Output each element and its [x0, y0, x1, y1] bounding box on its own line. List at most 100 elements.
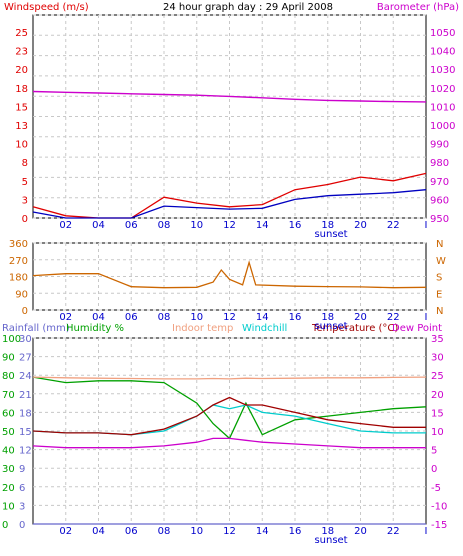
wind-panel-x-tick: 12	[223, 220, 236, 231]
humidity-label: Humidity %	[66, 323, 124, 334]
direction-y-tick: 0	[22, 306, 28, 317]
wind-panel-x-tick: 22	[387, 220, 400, 231]
rainfall-label: Rainfall (mm)	[2, 323, 70, 334]
wind-y-tick: 5	[22, 177, 28, 188]
compass-tick: E	[436, 289, 442, 300]
rain-y-tick: 15	[19, 427, 32, 438]
direction-panel-x-tick: 08	[158, 312, 171, 323]
temp-panel-x-tick: 22	[387, 526, 400, 537]
wind-panel-sunset-label: sunset	[314, 229, 347, 240]
direction-panel-x-tick: 10	[190, 312, 203, 323]
direction-y-tick: 90	[15, 289, 28, 300]
baro-y-tick: 1010	[430, 102, 455, 113]
temp-panel-x-tick: 20	[354, 526, 367, 537]
baro-y-tick: 1040	[430, 47, 455, 58]
series-dewpoint	[32, 437, 426, 449]
temp-panel-x-tick: 18	[321, 526, 334, 537]
wind-y-tick: 25	[15, 28, 28, 39]
baro-y-tick: 1000	[430, 121, 455, 132]
direction-panel-x-tick: I	[425, 312, 428, 323]
wind-y-tick: 13	[15, 121, 28, 132]
baro-y-tick: 1030	[430, 65, 455, 76]
temp-panel-x-tick: 02	[59, 526, 72, 537]
compass-tick: W	[436, 256, 446, 267]
baro-y-tick: 1050	[430, 28, 455, 39]
rain-y-tick: 27	[19, 353, 32, 364]
direction-panel-x-tick: 14	[256, 312, 269, 323]
humidity-y-tick: 40	[2, 446, 15, 457]
direction-panel-x-tick: 04	[92, 312, 105, 323]
baro-y-tick: 990	[430, 140, 449, 151]
wind-panel-x-tick: 04	[92, 220, 105, 231]
baro-y-tick: 980	[430, 158, 449, 169]
wind-panel-x-tick: 06	[125, 220, 138, 231]
temp-panel-x-tick: 16	[289, 526, 302, 537]
series-direction	[32, 260, 427, 289]
wind-y-tick: 23	[15, 47, 28, 58]
indoor-temp-label: Indoor temp	[172, 323, 233, 334]
series-barometer	[32, 90, 427, 103]
direction-panel-x-tick: 22	[387, 312, 400, 323]
temp-y-tick-right: 20	[431, 390, 444, 401]
wind-y-tick: 3	[22, 195, 28, 206]
baro-y-tick: 950	[430, 214, 449, 225]
wind-y-tick: 8	[22, 158, 28, 169]
wind-panel-x-tick: 08	[158, 220, 171, 231]
humidity-y-tick: 50	[2, 427, 15, 438]
wind-y-tick: 10	[15, 140, 28, 151]
graph-title: 24 hour graph day : 29 April 2008	[163, 2, 333, 13]
temp-panel-x-tick: 06	[125, 526, 138, 537]
temp-panel-x-tick: 14	[256, 526, 269, 537]
temp-panel-x-tick: I	[425, 526, 428, 537]
temp-y-tick-right: -15	[431, 520, 447, 531]
direction-panel-x-tick: 06	[125, 312, 138, 323]
temp-y-tick-right: 15	[431, 408, 444, 419]
wind-y-tick: 20	[15, 65, 28, 76]
rain-y-tick: 3	[19, 501, 25, 512]
series-indoor	[32, 376, 427, 380]
wind-panel-x-tick: 20	[354, 220, 367, 231]
direction-panel-x-tick: 16	[289, 312, 302, 323]
wind-y-tick: 15	[15, 102, 28, 113]
compass-tick: N	[436, 239, 443, 250]
windspeed-axis-label: Windspeed (m/s)	[4, 2, 89, 13]
temp-y-tick-right: -5	[431, 483, 441, 494]
wind-panel-x-tick: 16	[289, 220, 302, 231]
temp-y-tick-right: 35	[431, 334, 444, 345]
direction-panel-x-tick: 20	[354, 312, 367, 323]
temp-y-tick-right: 25	[431, 371, 444, 382]
direction-panel-sunset-label: sunset	[314, 321, 347, 332]
temp-y-tick-right: 10	[431, 427, 444, 438]
humidity-y-tick: 30	[2, 464, 15, 475]
temp-panel-x-tick: 04	[92, 526, 105, 537]
series-temperature	[32, 396, 426, 436]
humidity-y-tick: 100	[2, 334, 21, 345]
humidity-y-tick: 80	[2, 371, 15, 382]
humidity-y-tick: 60	[2, 408, 15, 419]
rain-y-tick: 18	[19, 408, 32, 419]
humidity-y-tick: 70	[2, 390, 15, 401]
humidity-y-tick: 20	[2, 483, 15, 494]
temp-panel-x-tick: 10	[190, 526, 203, 537]
wind-panel-x-tick: 02	[59, 220, 72, 231]
temperature-label: Temperature (°C)	[311, 323, 398, 334]
wind-panel-x-tick: 18	[321, 220, 334, 231]
baro-y-tick: 960	[430, 195, 449, 206]
wind-y-tick: 0	[22, 214, 28, 225]
barometer-axis-label: Barometer (hPa)	[377, 2, 459, 13]
temp-panel-sunset-label: sunset	[314, 535, 347, 546]
temp-panel-x-tick: 12	[223, 526, 236, 537]
direction-y-tick: 360	[9, 239, 28, 250]
temp-y-tick-right: 0	[431, 464, 437, 475]
rain-y-tick: 21	[19, 390, 32, 401]
baro-y-tick: 1020	[430, 84, 455, 95]
direction-y-tick: 180	[9, 273, 28, 284]
compass-tick: N	[436, 306, 443, 317]
temp-y-tick-right: 5	[431, 446, 437, 457]
humidity-y-tick: 90	[2, 353, 15, 364]
humidity-y-tick: 0	[2, 520, 8, 531]
wind-panel-x-tick: 10	[190, 220, 203, 231]
direction-panel-x-tick: 12	[223, 312, 236, 323]
direction-panel-x-tick: 02	[59, 312, 72, 323]
